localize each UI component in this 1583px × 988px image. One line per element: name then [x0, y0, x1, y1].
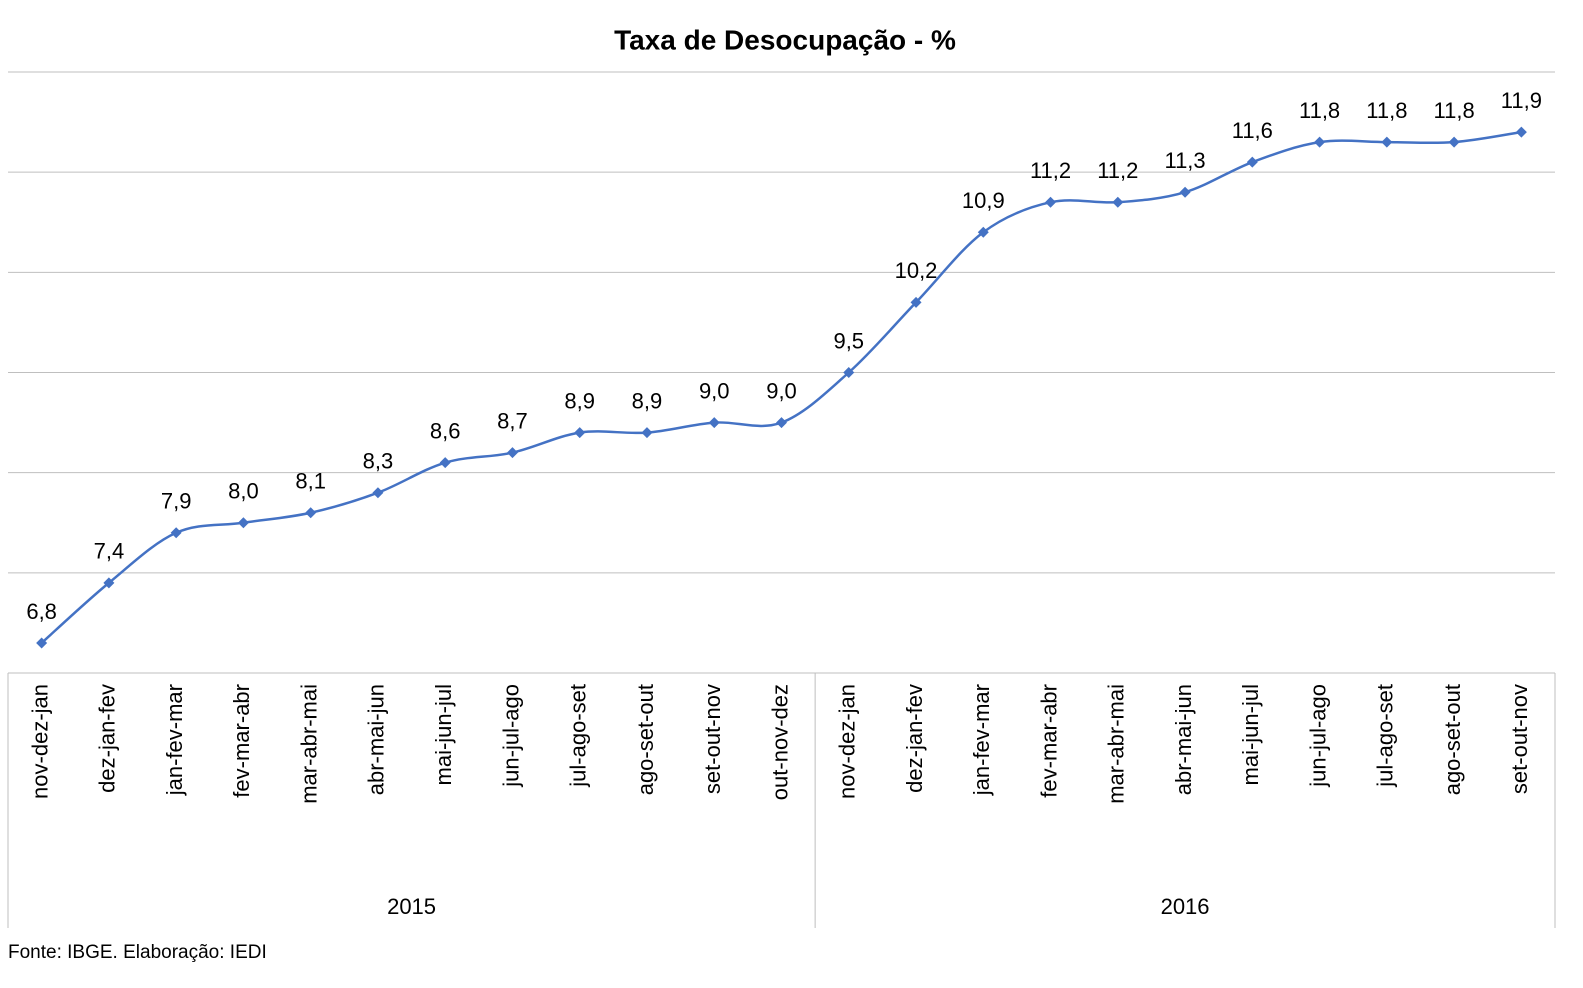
x-tick-label: abr-mai-jun [364, 684, 389, 795]
marker [439, 457, 451, 469]
data-label: 11,8 [1299, 98, 1340, 123]
x-tick-label: jan-fev-mar [969, 684, 994, 796]
marker [103, 577, 115, 589]
data-label: 8,6 [430, 418, 461, 443]
x-tick-label: ago-set-out [1440, 684, 1465, 795]
x-tick-label: dez-jan-fev [902, 684, 927, 793]
marker [574, 427, 586, 439]
marker [237, 517, 249, 529]
marker [1112, 196, 1124, 208]
x-tick-label: mar-abr-mai [1104, 684, 1129, 804]
data-label: 9,0 [699, 378, 730, 403]
data-label: 11,6 [1232, 118, 1273, 143]
data-label: 8,9 [564, 388, 595, 413]
marker [1179, 186, 1191, 198]
marker [506, 447, 518, 459]
x-tick-label: set-out-nov [700, 684, 725, 794]
x-tick-label: jul-ago-set [1373, 684, 1398, 788]
x-tick-label: jul-ago-set [566, 684, 591, 788]
marker [1448, 136, 1460, 148]
x-tick-label: ago-set-out [633, 684, 658, 795]
marker [1045, 196, 1057, 208]
x-group-label: 2016 [1161, 894, 1210, 919]
marker [372, 487, 384, 499]
data-label: 8,7 [497, 408, 528, 433]
marker [843, 367, 855, 378]
data-label: 11,2 [1030, 158, 1071, 183]
x-tick-label: nov-dez-jan [27, 684, 52, 799]
x-tick-label: mai-jun-jul [431, 684, 456, 785]
data-label: 6,8 [26, 599, 57, 624]
data-label: 11,2 [1097, 158, 1138, 183]
chart-title: Taxa de Desocupação - % [614, 24, 956, 55]
x-tick-label: out-nov-dez [767, 684, 792, 800]
x-tick-label: fev-mar-abr [229, 684, 254, 798]
data-label: 10,2 [895, 258, 938, 283]
marker [641, 427, 653, 439]
marker [1381, 136, 1393, 148]
data-label: 8,0 [228, 479, 259, 504]
x-tick-label: set-out-nov [1507, 684, 1532, 794]
x-tick-label: mar-abr-mai [296, 684, 321, 804]
x-tick-label: abr-mai-jun [1171, 684, 1196, 795]
marker [36, 637, 48, 649]
marker [170, 527, 182, 539]
data-label: 11,8 [1366, 98, 1407, 123]
data-label: 7,4 [94, 539, 125, 564]
data-label: 8,3 [363, 449, 394, 474]
data-label: 8,9 [632, 388, 663, 413]
source-note: Fonte: IBGE. Elaboração: IEDI [8, 942, 267, 963]
data-label: 9,0 [766, 378, 797, 403]
data-label: 11,3 [1164, 148, 1205, 173]
marker [708, 417, 720, 429]
data-label: 9,5 [833, 328, 864, 353]
data-label: 7,9 [161, 489, 192, 514]
marker [776, 417, 787, 429]
x-tick-label: jan-fev-mar [162, 684, 187, 796]
marker [1246, 156, 1258, 168]
x-tick-label: mai-jun-jul [1238, 684, 1263, 785]
data-label: 8,1 [295, 469, 326, 494]
marker [977, 226, 989, 238]
marker [1515, 126, 1527, 138]
data-label: 10,9 [962, 188, 1005, 213]
data-label: 11,8 [1434, 98, 1475, 123]
x-tick-label: dez-jan-fev [95, 684, 120, 793]
x-tick-label: jun-jul-ago [1305, 684, 1330, 788]
x-group-label: 2015 [387, 894, 436, 919]
data-label: 11,9 [1501, 88, 1542, 113]
x-tick-label: jun-jul-ago [498, 684, 523, 788]
marker [910, 296, 922, 308]
x-tick-label: fev-mar-abr [1036, 684, 1061, 798]
marker [1314, 136, 1326, 148]
x-tick-label: nov-dez-jan [835, 684, 860, 799]
marker [305, 507, 317, 519]
